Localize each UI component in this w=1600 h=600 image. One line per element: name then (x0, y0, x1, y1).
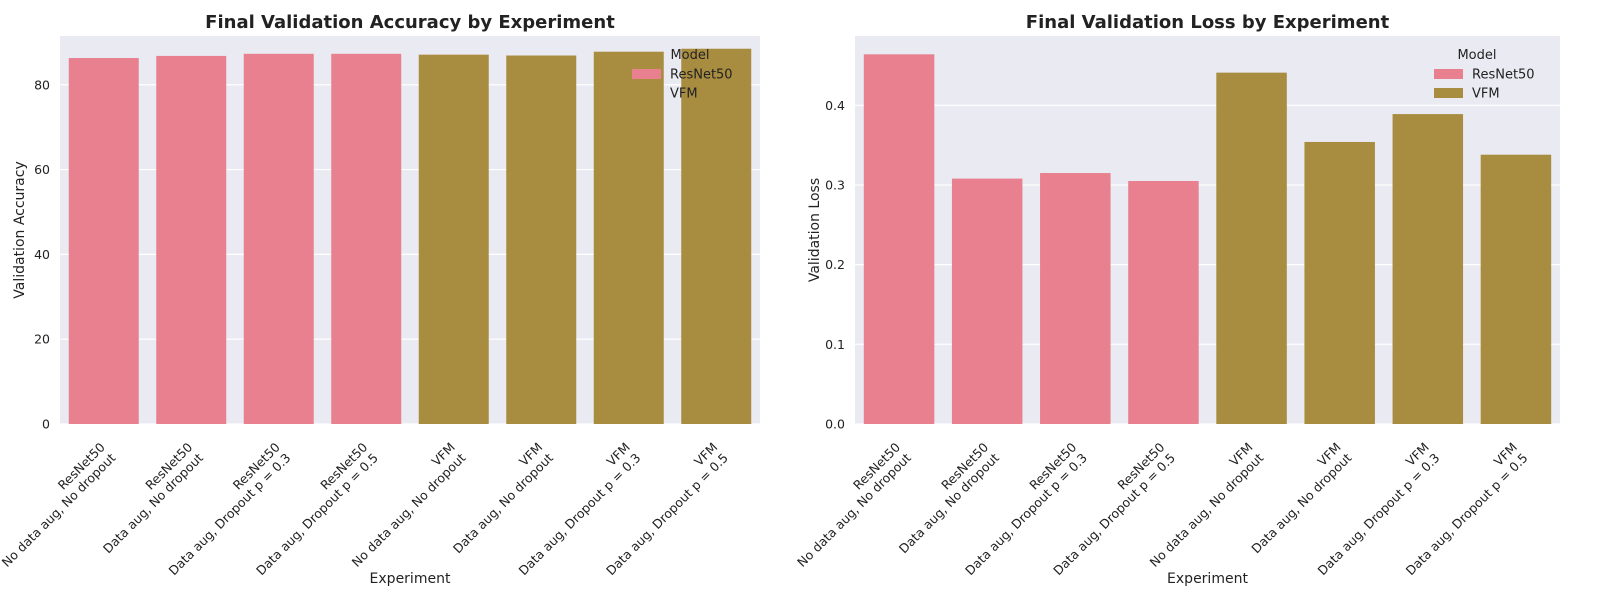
accuracy-legend-title: Model (670, 48, 709, 63)
accuracy-bar-7 (593, 51, 664, 425)
accuracy-bar-8 (681, 48, 752, 424)
loss-ytick-label: 0.1 (825, 337, 845, 352)
loss-bar-3 (1040, 173, 1111, 424)
accuracy-xtick-label-line: No data aug, No dropout (0, 450, 119, 570)
accuracy-bar-2 (156, 55, 227, 424)
loss-legend: Model ResNet50 VFM (1434, 48, 1535, 102)
loss-bar-2 (951, 178, 1023, 424)
accuracy-legend: Model ResNet50 VFM (632, 48, 733, 102)
loss-bar-7 (1392, 114, 1464, 424)
loss-legend-label-vfm: VFM (1472, 87, 1500, 102)
loss-bar-1 (863, 54, 935, 425)
loss-xtick-label-line: Data aug, No dropout (1248, 450, 1354, 556)
loss-chart-title: Final Validation Loss by Experiment (1026, 12, 1390, 33)
accuracy-bar-6 (506, 55, 577, 424)
loss-bar-6 (1304, 141, 1375, 424)
loss-xtick-label-line: No data aug, No dropout (794, 450, 914, 570)
loss-x-axis-label: Experiment (1167, 571, 1248, 587)
loss-xtick-label: ResNet50No data aug, No dropout (783, 439, 913, 569)
loss-legend-label-resnet50: ResNet50 (1472, 68, 1535, 83)
accuracy-ytick-label: 40 (34, 247, 50, 262)
loss-legend-swatch-vfm (1434, 88, 1463, 98)
accuracy-legend-label-resnet50: ResNet50 (670, 68, 733, 83)
loss-bar-5 (1216, 72, 1287, 425)
accuracy-xtick-label-line: Data aug, No dropout (100, 450, 206, 556)
loss-bar-4 (1128, 181, 1199, 424)
loss-ytick-label: 0.3 (825, 177, 845, 192)
accuracy-bar-4 (331, 53, 402, 424)
accuracy-bar-1 (68, 58, 139, 425)
accuracy-ytick-label: 0 (42, 417, 50, 432)
loss-legend-title: Model (1457, 48, 1496, 63)
accuracy-ytick-label: 80 (34, 77, 50, 92)
accuracy-ytick-label: 60 (34, 162, 50, 177)
accuracy-x-axis-label: Experiment (370, 571, 451, 587)
accuracy-bar-3 (243, 53, 314, 424)
accuracy-y-axis-label: Validation Accuracy (12, 161, 28, 299)
accuracy-legend-label-vfm: VFM (670, 87, 698, 102)
accuracy-legend-swatch-vfm (632, 88, 661, 98)
accuracy-bar-5 (418, 54, 489, 424)
loss-ytick-label: 0.2 (825, 257, 845, 272)
loss-ytick-label: 0.4 (825, 98, 845, 113)
accuracy-xtick-label: ResNet50No data aug, No dropout (0, 439, 119, 569)
accuracy-ytick-label: 20 (34, 332, 50, 347)
loss-y-axis-label: Validation Loss (807, 178, 823, 282)
loss-ytick-label: 0.0 (825, 417, 845, 432)
accuracy-chart-title: Final Validation Accuracy by Experiment (205, 12, 615, 33)
loss-bar-8 (1480, 154, 1552, 424)
loss-legend-swatch-resnet50 (1434, 69, 1463, 79)
accuracy-legend-swatch-resnet50 (632, 69, 661, 79)
accuracy-xtick-label-line: Data aug, No dropout (450, 450, 556, 556)
loss-xtick-label-line: Data aug, No dropout (896, 450, 1002, 556)
